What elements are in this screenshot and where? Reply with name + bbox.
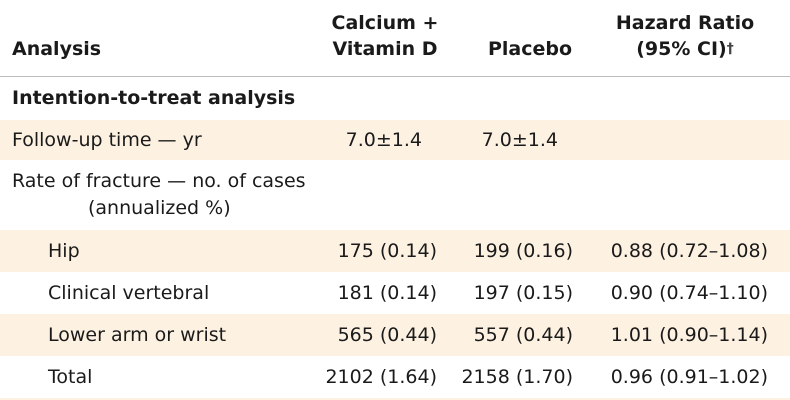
cell-hazard-ratio: 1.01 (0.90–1.14) [610,324,768,346]
cell-placebo: 557 (0.44) [473,324,573,346]
row-label: Hip [48,240,80,262]
section-title: Intention-to-treat analysis [12,87,296,109]
row-label: Follow-up time — yr [12,129,202,151]
row-label: Clinical vertebral [48,282,210,304]
cell-placebo: 199 (0.16) [473,240,573,262]
cell-placebo: 2158 (1.70) [461,366,573,388]
dagger-footnote-mark: † [726,41,734,57]
col-header-analysis: Analysis [12,38,102,60]
section-row: Intention-to-treat analysis [0,80,790,116]
col-header-calcium-line2: Vitamin D [332,38,438,60]
col-header-calcium-line1: Calcium + [331,12,439,34]
cell-calcium: 7.0±1.4 [345,129,422,151]
col-header-hr-line2: (95% CI)† [590,36,780,62]
row-label: Lower arm or wrist [48,324,227,346]
cell-calcium: 2102 (1.64) [325,366,437,388]
cell-hazard-ratio: 0.90 (0.74–1.10) [610,282,768,304]
row-label: Total [48,366,93,388]
cell-calcium: 181 (0.14) [337,282,437,304]
col-header-hr-line1: Hazard Ratio [615,12,755,34]
table-row-edge [0,398,790,400]
table-row-fracture-header: Rate of fracture — no. of cases (annuali… [0,164,790,226]
cell-hazard-ratio: 0.88 (0.72–1.08) [610,240,768,262]
cell-placebo: 7.0±1.4 [481,129,558,151]
cell-hazard-ratio: 0.96 (0.91–1.02) [610,366,768,388]
col-header-hr-ci: (95% CI) [636,38,727,60]
table-row-followup: Follow-up time — yr 7.0±1.4 7.0±1.4 [0,120,790,160]
cell-calcium: 175 (0.14) [337,240,437,262]
cell-calcium: 565 (0.44) [337,324,437,346]
table-row: Lower arm or wrist 565 (0.44) 557 (0.44)… [0,314,790,356]
fracture-label-line2: (annualized %) [88,197,231,219]
col-header-placebo: Placebo [487,38,573,60]
table-row: Total 2102 (1.64) 2158 (1.70) 0.96 (0.91… [0,356,790,398]
fracture-label-line1: Rate of fracture — no. of cases [12,170,306,192]
header-rule [0,76,790,77]
cell-placebo: 197 (0.15) [473,282,573,304]
table-header: Analysis Calcium + Vitamin D Placebo Haz… [0,0,790,76]
table-row: Clinical vertebral 181 (0.14) 197 (0.15)… [0,272,790,314]
table-row: Hip 175 (0.14) 199 (0.16) 0.88 (0.72–1.0… [0,230,790,272]
